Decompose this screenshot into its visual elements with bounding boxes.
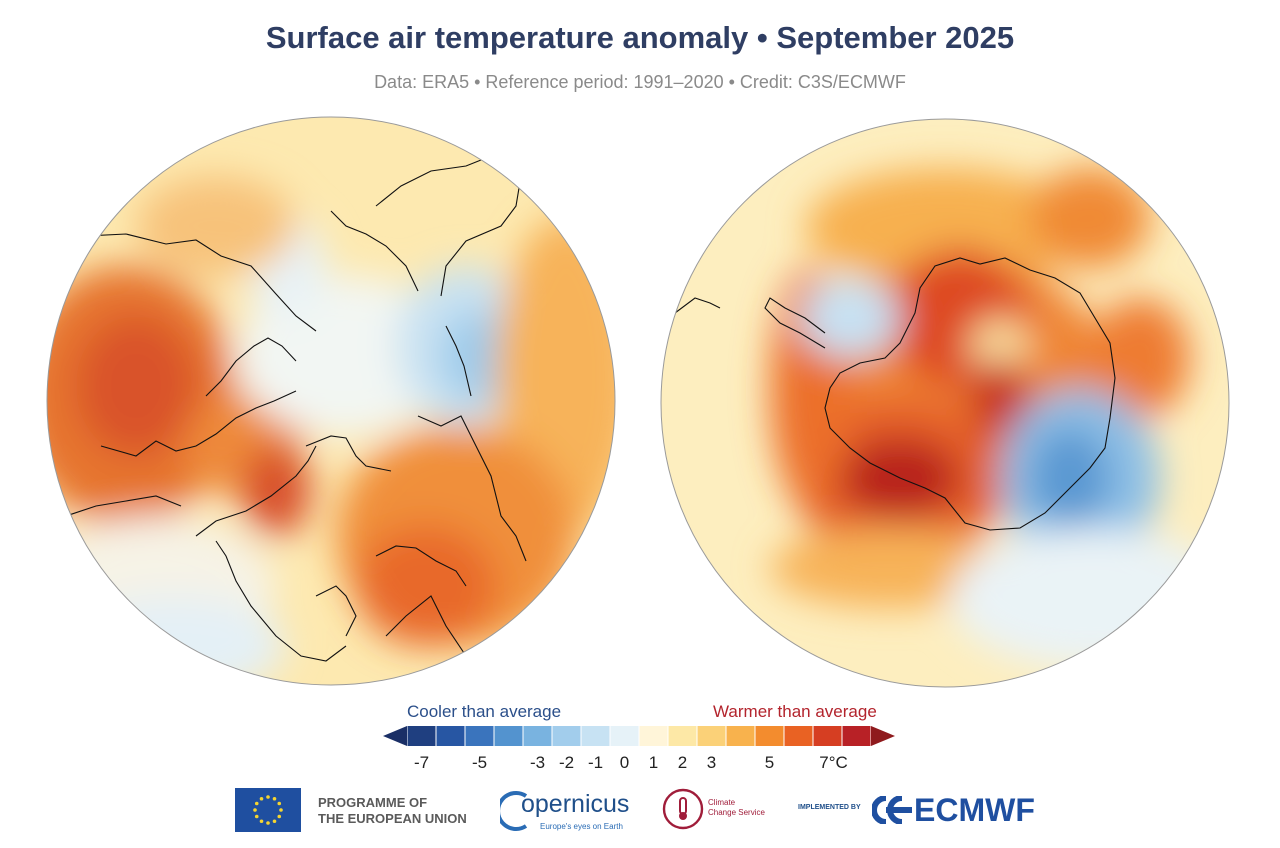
c3s-line2: Change Service xyxy=(708,808,765,817)
colorbar xyxy=(383,726,895,746)
colorbar-swatch xyxy=(552,726,581,746)
colorbar-swatch xyxy=(523,726,552,746)
colorbar-swatch xyxy=(610,726,639,746)
colorbar-swatch xyxy=(436,726,465,746)
eu-label-line1: PROGRAMME OF xyxy=(318,795,428,810)
colorbar-swatch xyxy=(813,726,842,746)
colorbar-swatch xyxy=(494,726,523,746)
eu-star-icon xyxy=(277,814,282,819)
eu-star-icon xyxy=(259,819,264,824)
colorbar-swatch xyxy=(697,726,726,746)
copernicus-c-icon xyxy=(500,791,528,831)
copernicus-tagline: Europe's eyes on Earth xyxy=(540,822,623,831)
colorbar-tick-label: -1 xyxy=(587,753,604,772)
ecmwf-logo-icon xyxy=(872,796,912,824)
eu-label-line2: THE EUROPEAN UNION xyxy=(318,811,467,826)
colorbar-swatch xyxy=(407,726,436,746)
colorbar-tick-label: 1 xyxy=(648,753,659,772)
colorbar-tick-label: -3 xyxy=(529,753,546,772)
colorbar-tick-label: 7°C xyxy=(819,753,848,772)
colorbar-tick-label: -7 xyxy=(413,753,430,772)
cooler-than-average-label: Cooler than average xyxy=(407,702,562,721)
eu-star-icon xyxy=(272,796,277,801)
footer-logos: PROGRAMME OF THE EUROPEAN UNION opernicu… xyxy=(0,780,1280,840)
south-polar-map xyxy=(660,118,1230,688)
ecmwf-logo-text: ECMWF xyxy=(914,792,1035,828)
thermometer-icon xyxy=(662,788,704,830)
colorbar-tick-label: 3 xyxy=(706,753,717,772)
colorbar-swatch xyxy=(639,726,668,746)
implemented-by-label: IMPLEMENTED BY xyxy=(798,804,861,811)
colorbar-arrow-cold xyxy=(383,726,407,746)
eu-star-icon xyxy=(259,796,264,801)
colorbar-tick-label: 2 xyxy=(677,753,688,772)
copernicus-logo-text: opernicus xyxy=(521,790,630,818)
colorbar-swatch xyxy=(842,726,871,746)
colorbar-swatch xyxy=(755,726,784,746)
eu-star-icon xyxy=(254,801,259,806)
colorbar-tick-label: -2 xyxy=(558,753,575,772)
eu-flag-icon xyxy=(235,788,301,832)
eu-star-icon xyxy=(253,808,257,812)
eu-star-icon xyxy=(279,808,283,812)
warmer-than-average-label: Warmer than average xyxy=(713,702,877,721)
eu-star-icon xyxy=(266,795,270,799)
colorbar-tick-label: 5 xyxy=(764,753,775,772)
colorbar-swatch xyxy=(726,726,755,746)
colorbar-swatch xyxy=(784,726,813,746)
colorbar-swatch xyxy=(465,726,494,746)
page-subtitle: Data: ERA5 • Reference period: 1991–2020… xyxy=(374,72,906,92)
north-polar-map xyxy=(46,116,616,686)
c3s-line1: Climate xyxy=(708,798,736,807)
colorbar-arrow-warm xyxy=(871,726,895,746)
page-title: Surface air temperature anomaly • Septem… xyxy=(265,20,1015,55)
eu-star-icon xyxy=(272,819,277,824)
colorbar-tick-label: -5 xyxy=(471,753,488,772)
eu-star-icon xyxy=(277,801,282,806)
colorbar-swatch xyxy=(668,726,697,746)
eu-star-icon xyxy=(254,814,259,819)
colorbar-swatch xyxy=(581,726,610,746)
eu-star-icon xyxy=(266,821,270,825)
colorbar-tick-label: 0 xyxy=(619,753,630,772)
